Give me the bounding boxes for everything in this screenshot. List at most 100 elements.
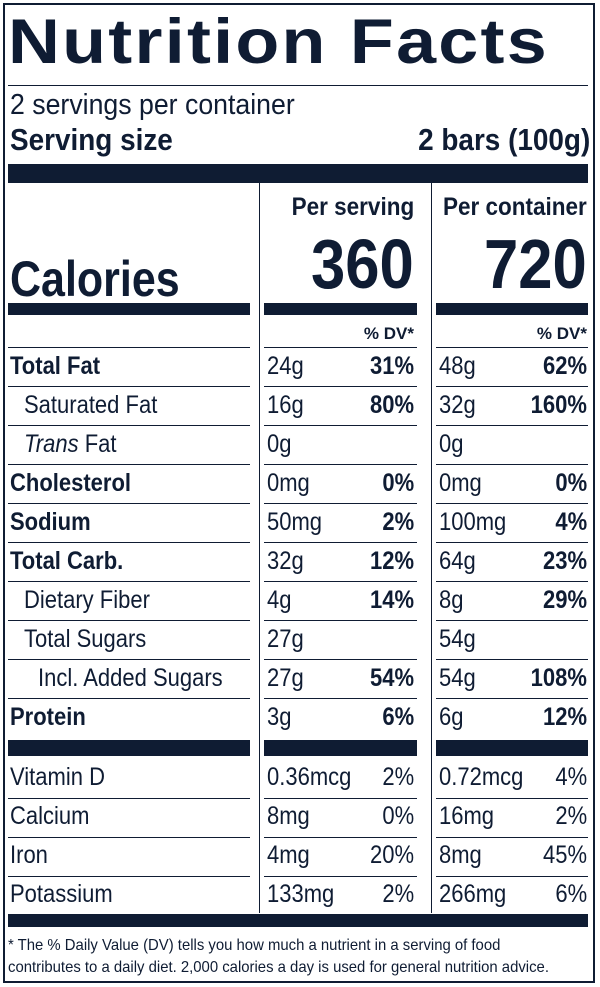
row-divider xyxy=(8,659,250,660)
nutrient-name: Saturated Fat xyxy=(24,391,158,419)
container-dv: 108% xyxy=(530,664,587,692)
nutrient-name: Incl. Added Sugars xyxy=(38,664,223,692)
dv-header-container: % DV* xyxy=(536,324,587,343)
row-divider xyxy=(8,542,250,543)
nutrient-name: Sodium xyxy=(10,508,91,536)
vitamin-name: Potassium xyxy=(10,880,113,908)
nutrient-name: Total Carb. xyxy=(10,547,124,575)
footnote-line-2: contributes to a daily diet. 2,000 calor… xyxy=(8,959,549,976)
serving-amount: 0mg xyxy=(267,469,310,497)
row-divider xyxy=(264,425,417,426)
container-amount: 100mg xyxy=(439,508,507,536)
row-divider xyxy=(264,581,417,582)
container-dv: 4% xyxy=(555,508,587,536)
nutrient-name: Total Fat xyxy=(10,352,101,380)
row-divider xyxy=(436,798,588,799)
container-dv: 160% xyxy=(530,391,587,419)
per-container-header: Per container xyxy=(443,193,587,221)
calories-per-container: 720 xyxy=(484,225,587,303)
nutrient-name: Dietary Fiber xyxy=(24,586,150,614)
row-divider xyxy=(264,620,417,621)
row-divider xyxy=(264,347,417,348)
container-amount: 54g xyxy=(439,625,476,653)
row-divider xyxy=(264,542,417,543)
serving-dv: 54% xyxy=(369,664,414,692)
nutrient-name: Cholesterol xyxy=(10,469,132,497)
dv-header-serving: % DV* xyxy=(363,324,414,343)
label-title: Nutrition Facts xyxy=(8,7,549,77)
vitamin-name: Calcium xyxy=(10,802,90,830)
protein-bar xyxy=(436,740,588,756)
row-divider xyxy=(436,581,588,582)
column-divider xyxy=(259,183,260,913)
protein-bar xyxy=(264,740,417,756)
row-divider xyxy=(436,659,588,660)
footnote-line-1: * The % Daily Value (DV) tells you how m… xyxy=(8,937,501,954)
serving-dv: 20% xyxy=(369,841,414,869)
serving-dv: 12% xyxy=(369,547,414,575)
serving-amount: 133mg xyxy=(267,880,335,908)
row-divider xyxy=(8,698,250,699)
row-divider xyxy=(264,386,417,387)
serving-dv: 2% xyxy=(382,508,414,536)
container-dv: 12% xyxy=(542,703,587,731)
calories-bar xyxy=(436,303,588,315)
container-dv: 23% xyxy=(542,547,587,575)
row-divider xyxy=(436,386,588,387)
servings-per-container: 2 servings per container xyxy=(10,89,295,121)
calories-per-serving: 360 xyxy=(311,225,414,303)
per-serving-header: Per serving xyxy=(291,193,414,221)
serving-amount: 50mg xyxy=(267,508,323,536)
container-amount: 54g xyxy=(439,664,476,692)
row-divider xyxy=(436,347,588,348)
serving-dv: 31% xyxy=(369,352,414,380)
row-divider xyxy=(264,503,417,504)
serving-dv: 2% xyxy=(382,880,414,908)
serving-amount: 32g xyxy=(267,547,304,575)
thick-divider xyxy=(8,164,588,183)
vitamin-name: Iron xyxy=(10,841,48,869)
container-amount: 32g xyxy=(439,391,476,419)
container-amount: 48g xyxy=(439,352,476,380)
row-divider xyxy=(436,620,588,621)
container-dv: 6% xyxy=(555,880,587,908)
row-divider xyxy=(8,503,250,504)
serving-dv: 0% xyxy=(382,802,414,830)
serving-amount: 8mg xyxy=(267,802,310,830)
nutrient-name: Protein xyxy=(10,703,86,731)
serving-amount: 0g xyxy=(267,430,292,458)
calories-bar xyxy=(8,303,250,315)
serving-dv: 6% xyxy=(382,703,414,731)
container-dv: 29% xyxy=(542,586,587,614)
row-divider xyxy=(436,542,588,543)
row-divider xyxy=(436,503,588,504)
serving-dv: 0% xyxy=(382,469,414,497)
serving-dv: 2% xyxy=(382,763,414,791)
container-dv: 45% xyxy=(542,841,587,869)
row-divider xyxy=(8,837,250,838)
serving-amount: 3g xyxy=(267,703,292,731)
row-divider xyxy=(8,464,250,465)
container-amount: 16mg xyxy=(439,802,495,830)
nutrient-name: Total Sugars xyxy=(24,625,147,653)
divider xyxy=(8,85,588,86)
row-divider xyxy=(436,837,588,838)
protein-bar xyxy=(8,740,250,756)
container-dv: 0% xyxy=(555,469,587,497)
serving-size-label: Serving size xyxy=(10,122,173,157)
serving-dv: 14% xyxy=(369,586,414,614)
row-divider xyxy=(8,798,250,799)
serving-amount: 4g xyxy=(267,586,292,614)
container-dv: 4% xyxy=(555,763,587,791)
row-divider xyxy=(8,425,250,426)
row-divider xyxy=(436,698,588,699)
row-divider xyxy=(264,698,417,699)
container-amount: 8mg xyxy=(439,841,482,869)
serving-amount: 16g xyxy=(267,391,304,419)
row-divider xyxy=(8,876,250,877)
serving-dv: 80% xyxy=(369,391,414,419)
container-amount: 6g xyxy=(439,703,464,731)
container-amount: 266mg xyxy=(439,880,507,908)
container-amount: 0.72mcg xyxy=(439,763,524,791)
row-divider xyxy=(8,386,250,387)
